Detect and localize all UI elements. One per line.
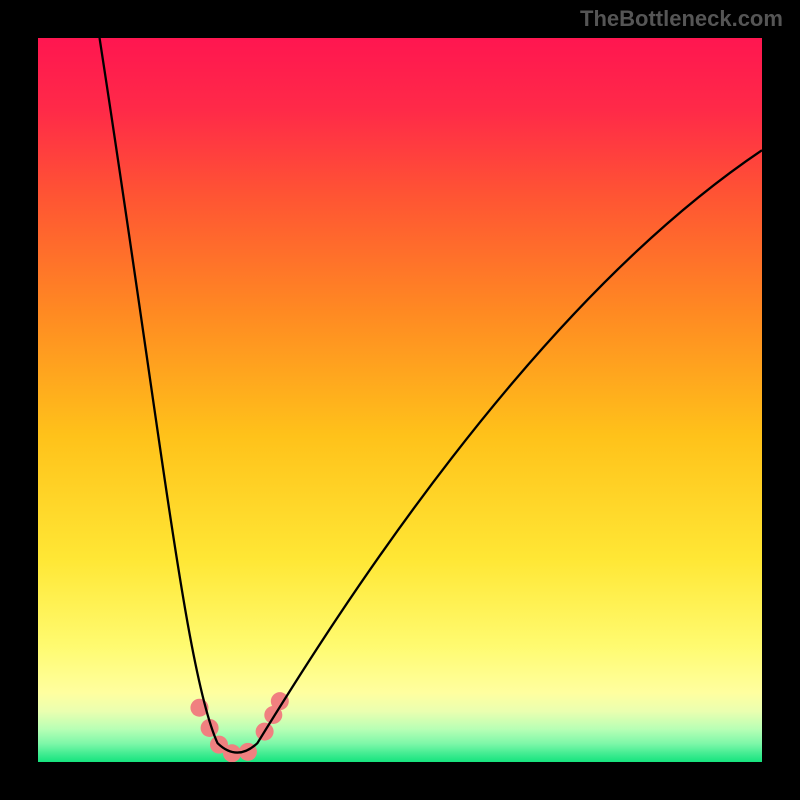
watermark-text: TheBottleneck.com [580, 6, 783, 32]
plot-area [38, 38, 762, 762]
bottleneck-curve [100, 38, 762, 753]
curve-svg [38, 38, 762, 762]
chart-container: TheBottleneck.com [0, 0, 800, 800]
